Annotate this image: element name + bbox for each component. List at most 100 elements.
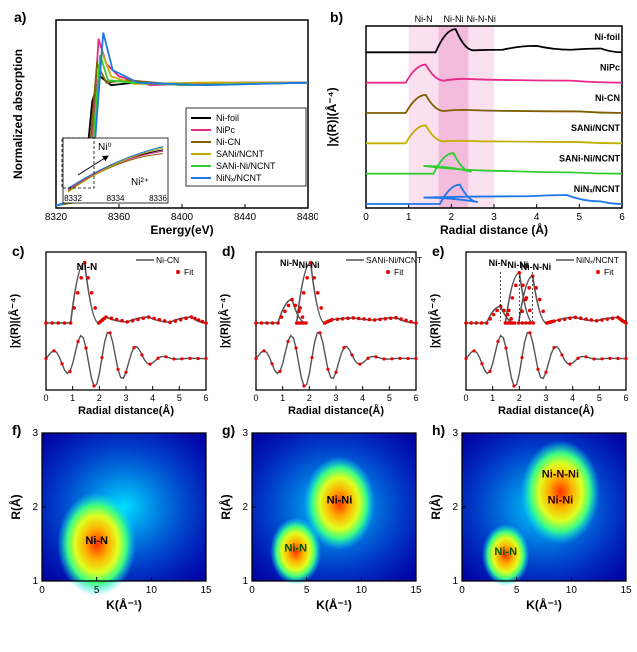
svg-text:Ni-Ni: Ni-Ni bbox=[327, 494, 353, 506]
svg-text:2: 2 bbox=[97, 393, 102, 403]
svg-text:2: 2 bbox=[449, 212, 455, 223]
svg-text:6: 6 bbox=[413, 393, 418, 403]
svg-text:Ni-N: Ni-N bbox=[489, 258, 508, 268]
svg-text:Ni-Ni: Ni-Ni bbox=[443, 14, 463, 24]
svg-text:3: 3 bbox=[491, 212, 497, 223]
panel-c: 0123456Radial distance(Å)|χ(R)|(Å⁻⁴)Ni-C… bbox=[8, 242, 212, 417]
panel-e: 0123456Radial distance(Å)|χ(R)|(Å⁻⁴)NiNₓ… bbox=[428, 242, 632, 417]
svg-text:h): h) bbox=[432, 422, 445, 438]
svg-text:SANi-Ni/NCNT: SANi-Ni/NCNT bbox=[559, 154, 620, 164]
svg-text:Energy(eV): Energy(eV) bbox=[150, 223, 213, 237]
svg-text:5: 5 bbox=[577, 212, 583, 223]
svg-text:8334: 8334 bbox=[107, 194, 125, 203]
svg-text:0: 0 bbox=[39, 585, 45, 596]
svg-text:1: 1 bbox=[452, 576, 458, 587]
svg-text:8400: 8400 bbox=[171, 212, 194, 223]
svg-text:2: 2 bbox=[307, 393, 312, 403]
panel-h: 051015123K(Å⁻¹)R(Å)Ni-NNi-NiNi-N-Nih) bbox=[428, 421, 632, 616]
svg-text:1: 1 bbox=[70, 393, 75, 403]
svg-text:Ni-N: Ni-N bbox=[415, 14, 433, 24]
svg-text:2: 2 bbox=[452, 502, 458, 513]
svg-text:Ni-N: Ni-N bbox=[85, 535, 108, 547]
svg-text:5: 5 bbox=[387, 393, 392, 403]
svg-text:Ni-CN: Ni-CN bbox=[595, 93, 620, 103]
svg-text:e): e) bbox=[432, 243, 444, 259]
svg-text:|χ(R)|(Å⁻⁴): |χ(R)|(Å⁻⁴) bbox=[218, 294, 231, 349]
svg-text:R(Å): R(Å) bbox=[218, 494, 233, 519]
svg-text:10: 10 bbox=[146, 585, 158, 596]
svg-text:Ni-CN: Ni-CN bbox=[216, 137, 241, 147]
panel-d: 0123456Radial distance(Å)|χ(R)|(Å⁻⁴)SANi… bbox=[218, 242, 422, 417]
svg-text:SANi-Ni/NCNT: SANi-Ni/NCNT bbox=[216, 161, 276, 171]
row-3: 051015123K(Å⁻¹)R(Å)Ni-Nf) 051015123K(Å⁻¹… bbox=[8, 421, 629, 616]
svg-text:Ni²⁺: Ni²⁺ bbox=[131, 177, 149, 188]
svg-text:SANi/NCNT: SANi/NCNT bbox=[216, 149, 265, 159]
svg-text:3: 3 bbox=[333, 393, 338, 403]
svg-text:K(Å⁻¹): K(Å⁻¹) bbox=[526, 597, 562, 612]
panel-a: 83208360840084408480Energy(eV)Normalized… bbox=[8, 8, 318, 238]
row-2: 0123456Radial distance(Å)|χ(R)|(Å⁻⁴)Ni-C… bbox=[8, 242, 629, 417]
svg-text:NiNₓ/NCNT: NiNₓ/NCNT bbox=[574, 184, 621, 194]
panel-b: Ni-N Ni-NiNi-N-Ni 0 1 2 3 4 5 6 Radial distance (… bbox=[324, 8, 629, 238]
svg-text:1: 1 bbox=[32, 576, 38, 587]
svg-text:Fit: Fit bbox=[394, 267, 404, 277]
svg-text:Ni-foil: Ni-foil bbox=[595, 32, 621, 42]
svg-text:NiPc: NiPc bbox=[600, 63, 620, 73]
svg-text:8440: 8440 bbox=[234, 212, 257, 223]
svg-text:Ni-Ni: Ni-Ni bbox=[548, 494, 574, 506]
svg-text:g): g) bbox=[222, 422, 235, 438]
svg-text:6: 6 bbox=[623, 393, 628, 403]
svg-text:Ni-Ni: Ni-Ni bbox=[299, 260, 320, 270]
row-1: 83208360840084408480Energy(eV)Normalized… bbox=[8, 8, 629, 238]
svg-text:0: 0 bbox=[43, 393, 48, 403]
svg-text:|χ(R)|(Å⁻⁴): |χ(R)|(Å⁻⁴) bbox=[428, 294, 441, 349]
svg-text:8336: 8336 bbox=[149, 194, 167, 203]
svg-text:Ni-N-Ni: Ni-N-Ni bbox=[466, 14, 496, 24]
svg-text:1: 1 bbox=[406, 212, 412, 223]
svg-text:Radial distance(Å): Radial distance(Å) bbox=[498, 404, 594, 417]
svg-text:SANi/NCNT: SANi/NCNT bbox=[571, 123, 621, 133]
svg-text:6: 6 bbox=[619, 212, 625, 223]
svg-text:1: 1 bbox=[242, 576, 248, 587]
svg-text:8360: 8360 bbox=[108, 212, 131, 223]
svg-text:Radial distance(Å): Radial distance(Å) bbox=[288, 404, 384, 417]
svg-text:Radial distance (Å): Radial distance (Å) bbox=[440, 222, 548, 237]
panel-g: 051015123K(Å⁻¹)R(Å)Ni-NNi-Nig) bbox=[218, 421, 422, 616]
svg-text:Ni-N-Ni: Ni-N-Ni bbox=[542, 468, 579, 480]
svg-text:c): c) bbox=[12, 243, 24, 259]
svg-text:8480: 8480 bbox=[297, 212, 318, 223]
svg-text:15: 15 bbox=[410, 585, 422, 596]
svg-text:2: 2 bbox=[517, 393, 522, 403]
svg-text:0: 0 bbox=[249, 585, 255, 596]
svg-text:5: 5 bbox=[304, 585, 310, 596]
svg-text:NiPc: NiPc bbox=[216, 125, 236, 135]
panel-f: 051015123K(Å⁻¹)R(Å)Ni-Nf) bbox=[8, 421, 212, 616]
svg-text:Ni-N: Ni-N bbox=[77, 262, 98, 273]
svg-text:8332: 8332 bbox=[64, 194, 82, 203]
svg-text:|χ(R)|(Å⁻⁴): |χ(R)|(Å⁻⁴) bbox=[8, 294, 21, 349]
svg-text:K(Å⁻¹): K(Å⁻¹) bbox=[106, 597, 142, 612]
svg-text:10: 10 bbox=[356, 585, 368, 596]
svg-text:2: 2 bbox=[242, 502, 248, 513]
svg-text:3: 3 bbox=[543, 393, 548, 403]
svg-text:Ni-N: Ni-N bbox=[494, 546, 517, 558]
svg-text:d): d) bbox=[222, 243, 235, 259]
svg-text:0: 0 bbox=[363, 212, 369, 223]
svg-text:5: 5 bbox=[514, 585, 520, 596]
svg-text:4: 4 bbox=[534, 212, 540, 223]
svg-text:Ni-N: Ni-N bbox=[280, 258, 299, 268]
svg-text:1: 1 bbox=[490, 393, 495, 403]
svg-text:K(Å⁻¹): K(Å⁻¹) bbox=[316, 597, 352, 612]
svg-text:6: 6 bbox=[203, 393, 208, 403]
svg-text:5: 5 bbox=[597, 393, 602, 403]
svg-text:15: 15 bbox=[620, 585, 632, 596]
svg-text:10: 10 bbox=[566, 585, 578, 596]
svg-text:3: 3 bbox=[32, 428, 38, 439]
svg-text:8320: 8320 bbox=[45, 212, 68, 223]
svg-text:Ni⁰: Ni⁰ bbox=[98, 142, 111, 153]
svg-text:|χ(R)|(Å⁻⁴): |χ(R)|(Å⁻⁴) bbox=[324, 87, 339, 146]
svg-text:R(Å): R(Å) bbox=[8, 494, 23, 519]
svg-text:Ni-foil: Ni-foil bbox=[216, 113, 239, 123]
svg-text:2: 2 bbox=[32, 502, 38, 513]
svg-text:f): f) bbox=[12, 422, 21, 438]
